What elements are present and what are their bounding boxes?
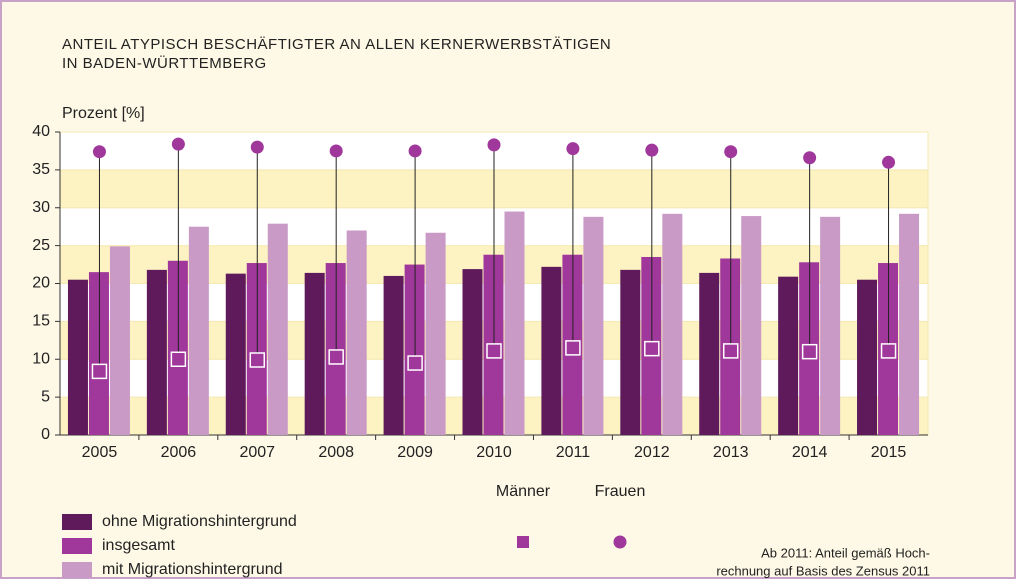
marker [722,343,739,359]
y-tick-label: 30 [32,199,50,216]
bar [425,232,446,435]
legend-label: insgesamt [102,537,175,554]
bar [267,223,288,435]
bar [741,216,762,435]
bar [462,269,483,435]
marker [92,145,106,159]
legend-swatch [62,562,92,578]
x-tick-label: 2009 [397,444,433,461]
bar [246,263,267,435]
chart-title: IN BADEN-WÜRTTEMBERG [62,54,267,72]
y-tick-label: 5 [41,388,50,405]
legend-label: mit Migrationshintergrund [102,561,283,578]
bar [67,279,88,435]
marker [407,355,423,371]
y-tick-label: 25 [32,237,50,254]
legend-label: Frauen [595,483,646,500]
bar [620,269,641,435]
marker [724,145,738,159]
x-tick-label: 2015 [871,444,907,461]
marker [329,144,343,158]
chart-title: ANTEIL ATYPISCH BESCHÄFTIGTER AN ALLEN K… [62,36,611,53]
marker [803,151,817,165]
legend-label: Männer [496,483,551,500]
bar [583,216,604,435]
y-tick-label: 35 [32,161,50,178]
marker [882,155,896,169]
bar [146,269,167,435]
legend-marker [613,535,627,549]
bar [225,273,246,435]
legend-label: ohne Migrationshintergrund [102,513,297,530]
y-tick-label: 0 [41,426,50,443]
y-tick-label: 10 [32,350,50,367]
bar [699,272,720,435]
bar [304,272,325,435]
note: Ab 2011: Anteil gemäß Hoch- [761,545,930,560]
x-tick-label: 2010 [476,444,512,461]
bar [662,213,683,435]
marker [250,140,264,154]
legend-swatch [62,538,92,554]
marker [408,144,422,158]
marker [487,138,501,152]
y-tick-label: 40 [32,123,50,140]
bar [541,266,562,435]
marker [880,343,897,359]
bar [778,276,799,435]
marker [171,137,185,151]
x-tick-label: 2007 [239,444,275,461]
marker [170,351,187,367]
note: rechnung auf Basis des Zensus 2011 [716,563,930,578]
bar [383,275,404,435]
bar [346,230,367,435]
x-tick-label: 2008 [318,444,354,461]
marker [566,142,580,156]
bar [188,226,209,435]
marker [801,343,818,360]
marker [328,349,344,365]
legend-swatch [62,514,92,530]
marker [644,340,660,357]
x-tick-label: 2012 [634,444,670,461]
marker [486,343,502,359]
bar [820,216,841,435]
marker [565,340,581,356]
bar [857,279,878,435]
x-tick-label: 2013 [713,444,749,461]
x-tick-label: 2014 [792,444,828,461]
legend-marker [517,536,529,548]
y-axis-label: Prozent [%] [62,105,145,122]
x-tick-label: 2005 [82,444,118,461]
y-tick-label: 20 [32,275,50,292]
bar [899,213,920,435]
marker [249,352,266,368]
marker [91,363,108,380]
x-tick-label: 2006 [161,444,197,461]
bar [109,246,130,435]
marker [645,143,659,157]
x-tick-label: 2011 [556,444,591,461]
bar [504,211,525,435]
y-tick-label: 15 [32,313,50,330]
